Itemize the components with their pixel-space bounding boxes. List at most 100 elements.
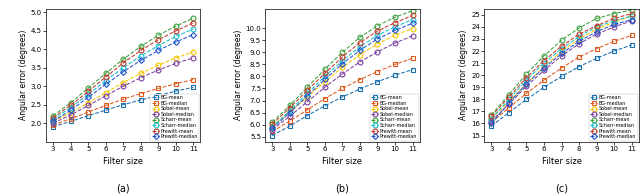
BG-mean — [120, 104, 127, 106]
Scharr-mean — [540, 55, 548, 57]
Prewitt-median — [540, 67, 548, 69]
Sobel-mean — [628, 15, 636, 17]
Scharr-median — [557, 48, 565, 50]
BG-median — [523, 92, 531, 94]
Scharr-median — [339, 60, 346, 62]
Scharr-median — [137, 55, 145, 57]
BG-median — [593, 48, 600, 50]
BG-mean — [628, 44, 636, 46]
Prewitt-mean — [593, 24, 600, 27]
Prewitt-mean — [303, 89, 311, 92]
Prewitt-mean — [611, 17, 618, 20]
BG-mean — [268, 134, 276, 137]
Scharr-median — [120, 67, 127, 69]
Prewitt-mean — [268, 123, 276, 125]
BG-median — [409, 57, 417, 59]
Sobel-median — [391, 42, 399, 44]
Line: Prewitt-median: Prewitt-median — [270, 21, 415, 130]
Scharr-mean — [557, 39, 565, 41]
Line: Prewitt-median: Prewitt-median — [51, 32, 195, 123]
Line: Prewitt-mean: Prewitt-mean — [489, 11, 634, 119]
Scharr-mean — [286, 104, 294, 107]
Scharr-median — [391, 26, 399, 28]
Prewitt-mean — [154, 39, 162, 41]
BG-median — [356, 78, 364, 81]
BG-median — [540, 79, 548, 81]
Sobel-mean — [137, 72, 145, 74]
Scharr-mean — [102, 72, 109, 74]
Sobel-median — [540, 69, 548, 72]
Sobel-mean — [409, 27, 417, 30]
BG-mean — [611, 50, 618, 52]
Legend: BG-mean, BG-median, Sobel-mean, Sobel-median, Scharr-mean, Scharr-median, Prewit: BG-mean, BG-median, Sobel-mean, Sobel-me… — [150, 94, 200, 141]
BG-median — [339, 87, 346, 90]
Sobel-mean — [154, 64, 162, 66]
Scharr-median — [628, 15, 636, 17]
X-axis label: Filter size: Filter size — [541, 157, 582, 166]
Scharr-mean — [505, 93, 513, 96]
Sobel-median — [593, 33, 600, 35]
Line: Sobel-mean: Sobel-mean — [270, 26, 415, 128]
Sobel-median — [611, 26, 618, 28]
Scharr-median — [409, 18, 417, 21]
Sobel-median — [102, 95, 109, 97]
BG-median — [303, 109, 311, 111]
BG-median — [120, 98, 127, 100]
Sobel-mean — [374, 43, 381, 45]
Line: Scharr-median: Scharr-median — [270, 17, 415, 130]
BG-mean — [356, 88, 364, 90]
Prewitt-mean — [575, 33, 583, 35]
Sobel-mean — [120, 81, 127, 84]
BG-median — [557, 67, 565, 69]
Prewitt-median — [268, 127, 276, 130]
Scharr-median — [611, 20, 618, 22]
Sobel-median — [286, 115, 294, 117]
Prewitt-mean — [523, 76, 531, 79]
Sobel-mean — [49, 120, 57, 122]
Prewitt-median — [488, 122, 495, 125]
Scharr-mean — [120, 58, 127, 61]
Scharr-median — [154, 44, 162, 47]
Line: Sobel-mean: Sobel-mean — [489, 14, 634, 121]
Sobel-median — [628, 20, 636, 22]
Sobel-mean — [575, 38, 583, 40]
Sobel-mean — [321, 81, 329, 83]
Line: Scharr-mean: Scharr-mean — [51, 16, 196, 118]
Scharr-mean — [67, 102, 74, 104]
Scharr-median — [523, 79, 531, 81]
Scharr-mean — [154, 34, 162, 36]
Sobel-median — [49, 122, 57, 124]
Scharr-mean — [391, 16, 399, 18]
Scharr-mean — [189, 17, 197, 19]
Scharr-mean — [49, 115, 57, 117]
Line: Prewitt-mean: Prewitt-mean — [51, 20, 196, 120]
Line: Scharr-median: Scharr-median — [489, 14, 634, 121]
BG-mean — [67, 120, 74, 122]
Prewitt-median — [575, 40, 583, 42]
Prewitt-median — [593, 30, 600, 33]
BG-median — [505, 107, 513, 109]
Line: Scharr-mean: Scharr-mean — [489, 8, 634, 118]
Prewitt-mean — [286, 107, 294, 109]
Prewitt-median — [356, 49, 364, 51]
Sobel-mean — [84, 102, 92, 104]
Scharr-median — [374, 34, 381, 36]
Prewitt-mean — [49, 116, 57, 119]
Scharr-median — [172, 35, 180, 38]
Sobel-mean — [540, 66, 548, 68]
Prewitt-median — [154, 49, 162, 52]
BG-mean — [102, 109, 109, 111]
Sobel-median — [339, 73, 346, 75]
Sobel-mean — [505, 100, 513, 103]
Sobel-mean — [593, 28, 600, 30]
Prewitt-median — [557, 52, 565, 55]
BG-mean — [505, 112, 513, 114]
BG-mean — [339, 96, 346, 98]
Line: Sobel-median: Sobel-median — [270, 33, 415, 132]
Scharr-mean — [611, 12, 618, 15]
Legend: BG-mean, BG-median, Sobel-mean, Sobel-median, Scharr-mean, Scharr-median, Prewit: BG-mean, BG-median, Sobel-mean, Sobel-me… — [589, 94, 637, 141]
Scharr-median — [49, 118, 57, 121]
BG-median — [84, 111, 92, 113]
Prewitt-median — [286, 112, 294, 114]
Y-axis label: Angular error (degrees): Angular error (degrees) — [460, 30, 468, 120]
